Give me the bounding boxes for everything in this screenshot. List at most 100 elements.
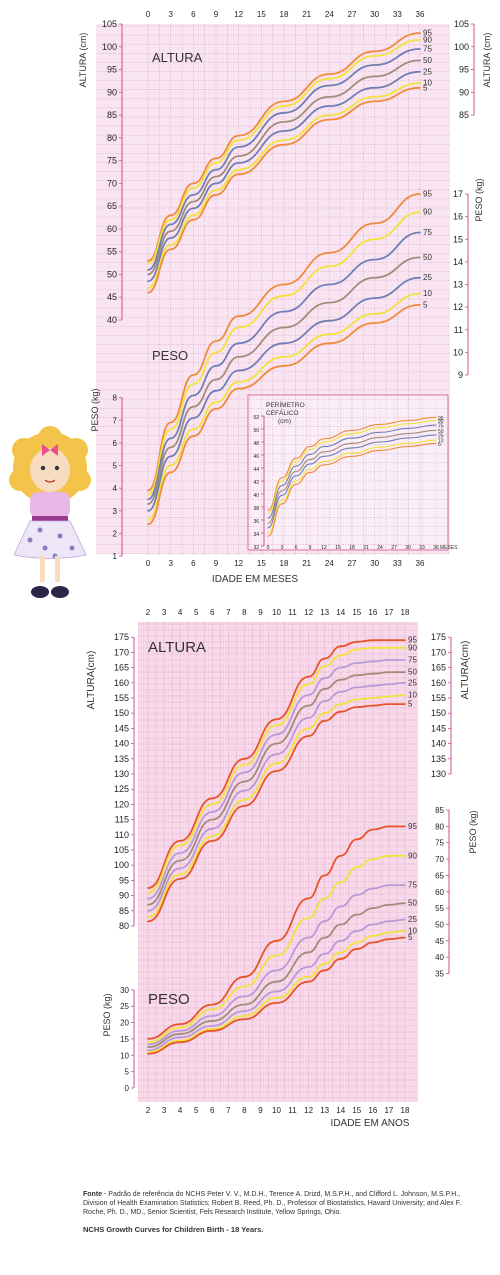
infant-height-ylabel: ALTURA (cm) xyxy=(78,33,88,88)
infant-weight-line-p90 xyxy=(147,211,421,496)
infant-height-y-right-tick-label: 100 xyxy=(454,42,469,52)
older-height-y-tick-label: 85 xyxy=(119,906,129,916)
older-weight-xtick: 6 xyxy=(210,1106,215,1115)
infant-height-line-p25 xyxy=(147,70,421,283)
older-height-line-p75 xyxy=(147,659,406,900)
hc-title-line1: PERÍMETRO xyxy=(266,400,305,409)
older-height-y-tick-label: 90 xyxy=(119,891,129,901)
head-circumference-xtick: 15 xyxy=(335,545,341,551)
infant-height-y-tick-label: 70 xyxy=(107,178,117,188)
older-weight-line-p25 xyxy=(147,918,406,1052)
infant-weight-xtick: 27 xyxy=(348,559,357,568)
head-circumference-line-p5 xyxy=(267,442,437,537)
infant-height-xtick: 21 xyxy=(302,10,311,19)
infant-height-y-tick-label: 100 xyxy=(102,42,117,52)
older-weight-xtick: 17 xyxy=(384,1106,393,1115)
older-height-y-tick-label: 165 xyxy=(114,663,129,673)
older-weight-label-p90: 90 xyxy=(408,851,417,860)
infant-weight-xtick: 30 xyxy=(370,559,379,568)
infant-height-label-p95: 95 xyxy=(423,29,432,38)
older-weight-label-p10: 10 xyxy=(408,927,417,936)
head-circumference-xtick: 9 xyxy=(309,545,312,551)
older-weight-line-p5 xyxy=(147,936,406,1055)
infant-weight-line-p25 xyxy=(147,276,421,512)
older-weight-label-p95: 95 xyxy=(408,822,417,831)
infant-weight-xtick: 3 xyxy=(168,559,173,568)
older-weight-y-tick-label: 5 xyxy=(125,1068,130,1077)
older-height-y-tick-label: 155 xyxy=(114,693,129,703)
infant-weight-line-p10 xyxy=(147,292,421,521)
older-height-xtick: 4 xyxy=(178,608,183,617)
older-height-xtick: 3 xyxy=(162,608,167,617)
head-circumference-xtick: 36 xyxy=(433,545,439,551)
infant-height-xtick: 30 xyxy=(370,10,379,19)
infant-weight-xtick: 36 xyxy=(416,559,425,568)
older-weight-y-tick-label: 15 xyxy=(120,1035,129,1044)
head-circumference-label-p90: 90 xyxy=(438,419,444,425)
older-weight-xtick: 2 xyxy=(146,1106,151,1115)
older-weight-xtick: 3 xyxy=(162,1106,167,1115)
infant-height-xtick: 3 xyxy=(168,10,173,19)
older-height-xtick: 8 xyxy=(242,608,247,617)
head-circumference-line-p95 xyxy=(267,416,437,511)
infant-height-line-p75 xyxy=(147,48,421,271)
infant-height-label-p10: 10 xyxy=(423,79,432,88)
head-circumference-xtick: 24 xyxy=(377,545,383,551)
infant-weight-ylabel: PESO (kg) xyxy=(90,388,100,431)
older-weight-y-right-tick-label: 50 xyxy=(435,920,444,929)
source-label: Fonte xyxy=(83,1191,103,1198)
older-height-y-right-tick-label: 150 xyxy=(431,708,446,718)
older-height-xtick: 12 xyxy=(304,608,313,617)
infant-height-y-tick-label: 105 xyxy=(102,19,117,29)
older-height-label-p75: 75 xyxy=(408,656,417,665)
older-height-label-p95: 95 xyxy=(408,636,417,645)
infant-weight-line-p95 xyxy=(147,193,421,492)
infant-height-xtick: 36 xyxy=(416,10,425,19)
older-height-line-p25 xyxy=(147,681,406,912)
older-height-y-tick-label: 130 xyxy=(114,769,129,779)
older-height-y-tick-label: 125 xyxy=(114,784,129,794)
infant-height-y-tick-label: 60 xyxy=(107,224,117,234)
older-weight-y-tick-label: 30 xyxy=(120,986,129,995)
infant-height-line-p50 xyxy=(147,59,421,276)
infant-weight-y-right-tick-label: 15 xyxy=(453,234,463,244)
hc-y-tick-label: 42 xyxy=(253,480,259,486)
older-height-y-right-tick-label: 130 xyxy=(431,769,446,779)
head-circumference-xtick: 3 xyxy=(281,545,284,551)
head-circumference-xtick: 27 xyxy=(391,545,397,551)
head-circumference-label-p75: 75 xyxy=(438,424,444,430)
older-weight-xtick: 7 xyxy=(226,1106,231,1115)
older-height-line-p5 xyxy=(147,703,406,923)
infant-weight-xlabel: IDADE EM MESES xyxy=(212,574,298,585)
older-weight-xtick: 4 xyxy=(178,1106,183,1115)
infant-height-xtick: 15 xyxy=(257,10,266,19)
infant-weight-y-right-tick-label: 10 xyxy=(453,347,463,357)
infant-weight-y-tick-label: 1 xyxy=(113,552,118,561)
head-circumference-line-p25 xyxy=(267,434,437,529)
older-weight-y-tick-label: 20 xyxy=(120,1019,129,1028)
hc-y-tick-label: 36 xyxy=(253,519,259,525)
older-height-y-tick-label: 110 xyxy=(115,830,129,840)
older-weight-line-p10 xyxy=(147,930,406,1053)
infant-height-line-p95 xyxy=(147,32,421,262)
infant-height-y-tick-label: 80 xyxy=(107,133,117,143)
older-weight-line-p90 xyxy=(147,854,406,1044)
older-height-ylabel-right: ALTURA(cm) xyxy=(460,641,471,700)
older-height-y-right-tick-label: 160 xyxy=(431,678,446,688)
growth-charts: 0 3 6 9 12 15 18 21 24 27 30 33 360 3 6 9 12 15 18 21 24 27 30… xyxy=(9,10,492,1129)
infant-height-label-p90: 90 xyxy=(423,35,432,44)
older-height-xtick: 18 xyxy=(401,608,410,617)
older-height-label-p50: 50 xyxy=(408,668,417,677)
infant-weight-y-right-tick-label: 16 xyxy=(453,212,463,222)
older-height-xtick: 9 xyxy=(258,608,263,617)
infant-weight-label-p75: 75 xyxy=(423,228,432,237)
older-weight-xtick: 9 xyxy=(258,1106,263,1115)
older-height-label-p90: 90 xyxy=(408,643,417,652)
older-weight-y-tick-label: 25 xyxy=(120,1002,129,1011)
infant-weight-y-right-tick-label: 12 xyxy=(453,302,463,312)
older-height-y-tick-label: 175 xyxy=(114,632,129,642)
older-height-y-right-tick-label: 170 xyxy=(431,647,446,657)
infant-height-y-right-tick-label: 95 xyxy=(459,65,469,75)
